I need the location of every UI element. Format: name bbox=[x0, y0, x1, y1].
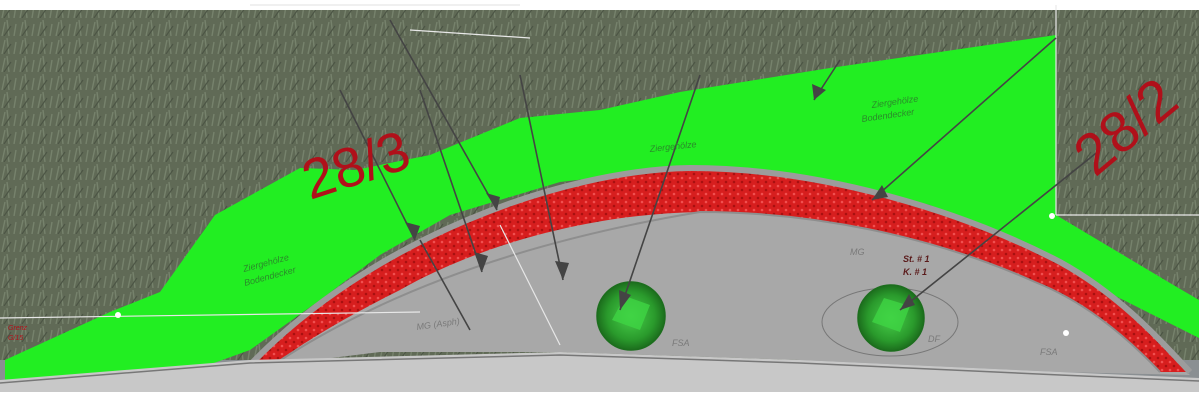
planting-label-mid: Ziergehölze bbox=[648, 139, 697, 154]
paving-label-e: DF bbox=[928, 334, 940, 344]
leader-lines bbox=[339, 19, 1101, 331]
tree-ref-2: K. # 1 bbox=[903, 267, 927, 277]
planting-area bbox=[5, 35, 1199, 385]
boundary-marker-right bbox=[1049, 213, 1055, 219]
tree-ref-1: St. # 1 bbox=[903, 254, 930, 264]
white-strip-top bbox=[0, 0, 1199, 10]
arc-inner-edge bbox=[269, 210, 1161, 373]
arrow-heads bbox=[405, 84, 915, 310]
tree-left bbox=[596, 281, 666, 351]
edge-labels: Grenz G/15 bbox=[8, 325, 28, 342]
boundary-lines bbox=[0, 4, 1199, 346]
paving-label-d: FSA bbox=[1040, 347, 1058, 357]
road-edge-line bbox=[0, 354, 1199, 384]
tree-right bbox=[857, 284, 925, 352]
edge-label-2: G/15 bbox=[8, 335, 23, 342]
paving-label-c: FSA bbox=[672, 338, 690, 348]
paving-label-b: MG bbox=[850, 247, 865, 257]
boundary-marker-bottom bbox=[1063, 330, 1069, 336]
tree-ref-labels: St. # 1 K. # 1 bbox=[903, 254, 930, 277]
edge-label-1: Grenz bbox=[8, 325, 28, 332]
arc-outer-edge bbox=[247, 164, 1193, 375]
boundary-marker-left bbox=[115, 312, 121, 318]
